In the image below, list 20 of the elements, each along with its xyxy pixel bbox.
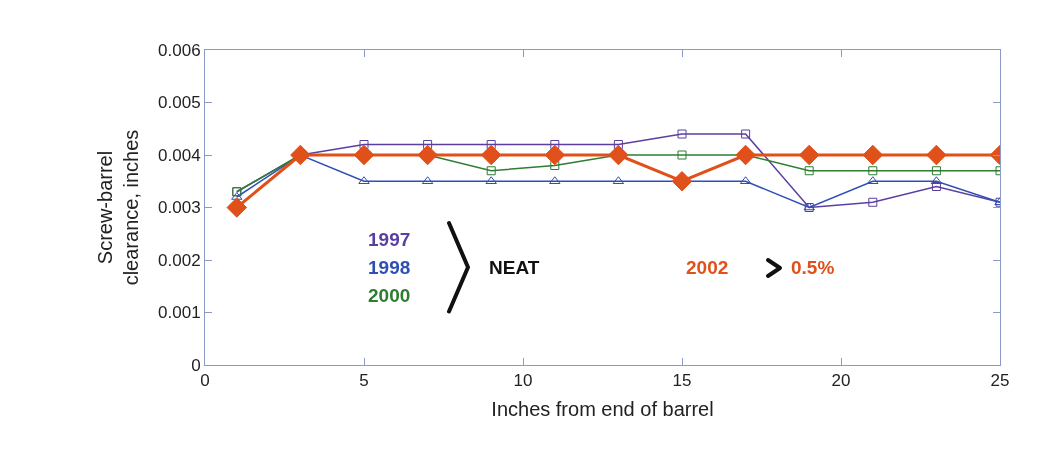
y-tick-label: 0.003 [158,198,201,218]
annotation: 0.5% [791,257,835,278]
text: 2000 [368,285,411,306]
x-tick-label: 25 [990,371,1010,391]
y-tick-label: 0.005 [158,93,201,113]
x-tick-label: 20 [831,371,851,391]
y-tick-label: 0.002 [158,250,201,270]
x-tick-label: 5 [359,371,369,391]
annotation: NEAT [489,257,540,278]
y-tick-label: 0.004 [158,145,201,165]
y-axis-title: Screw-barrel clearance, inches [93,129,142,286]
y-tick-label: 0.006 [158,40,201,60]
y-tick-label: 0 [191,355,201,375]
x-tick-label: 15 [672,371,692,391]
x-tick-label: 10 [513,371,533,391]
text: 1997 [368,229,411,250]
text: 1998 [368,257,411,278]
y-tick-label: 0.001 [158,303,201,323]
text: 2002 [686,257,729,278]
x-axis-title: Inches from end of barrel [491,397,714,420]
